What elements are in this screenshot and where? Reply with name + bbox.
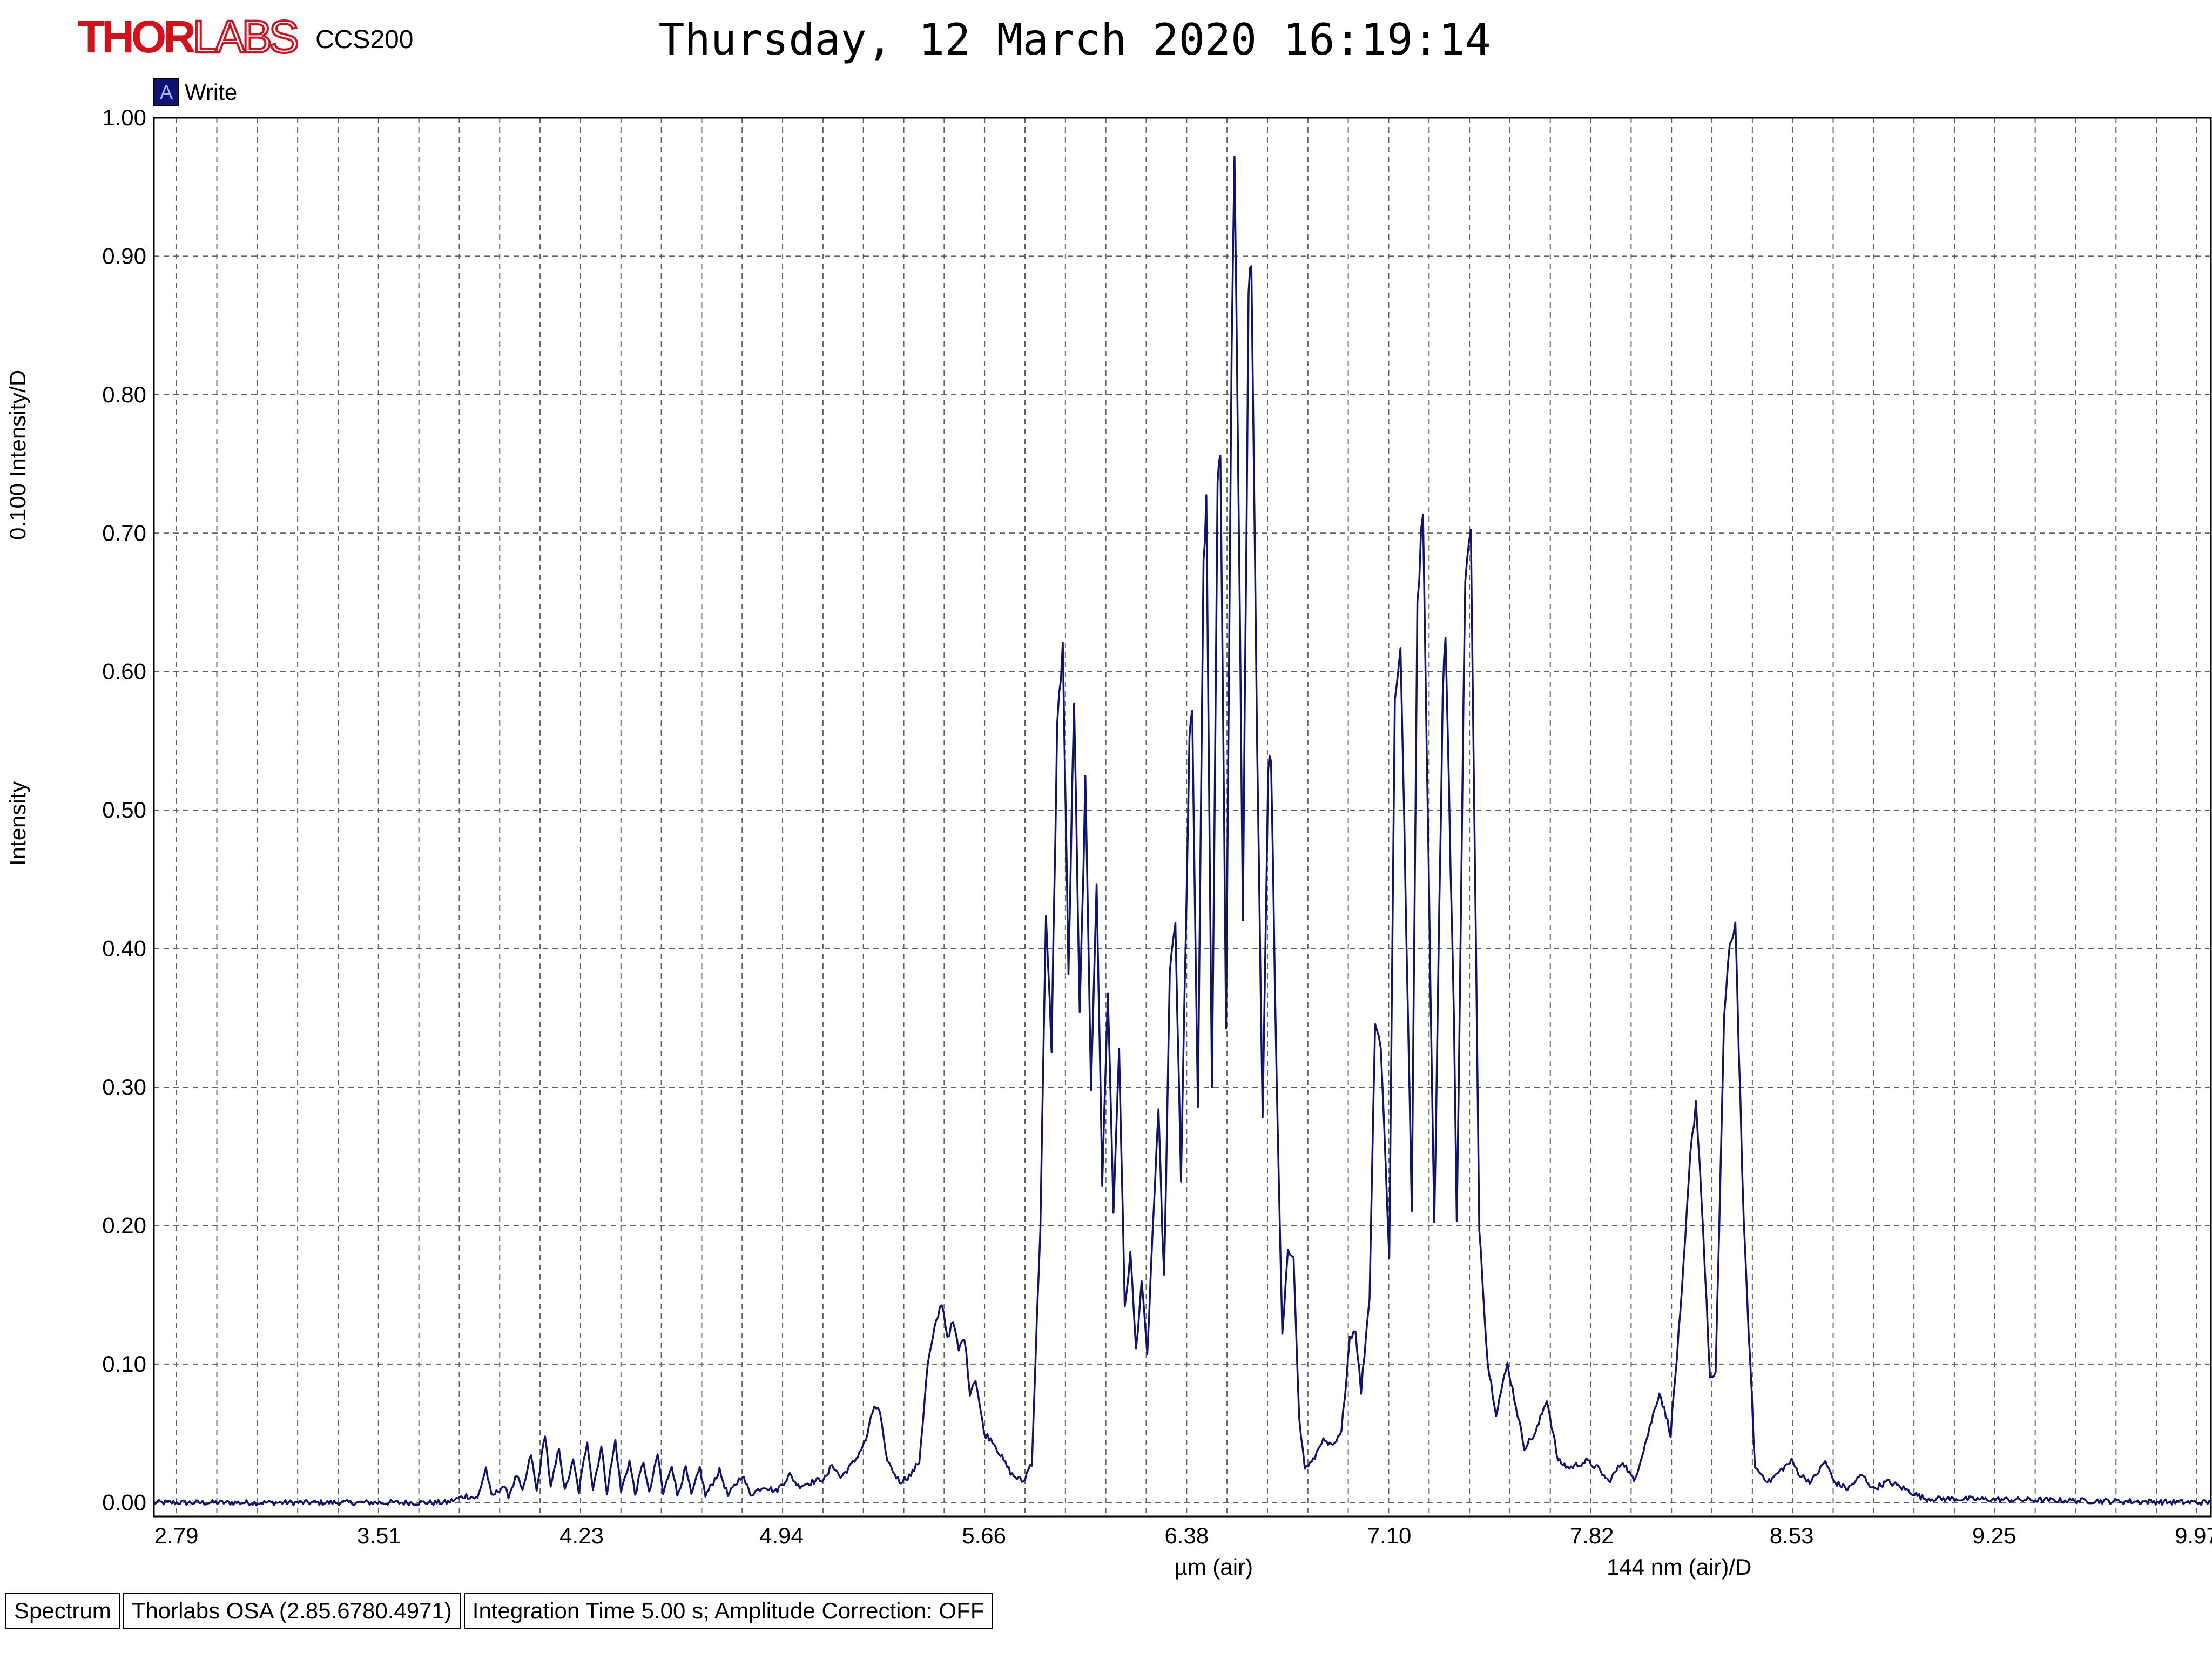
y-tick-label: 0.50 bbox=[102, 797, 146, 822]
y-tick-label: 0.90 bbox=[102, 243, 146, 268]
x-tick-label: 4.94 bbox=[759, 1523, 804, 1548]
y-tick-label: 0.00 bbox=[102, 1489, 146, 1515]
spectrum-chart[interactable]: 0.00 0.10 0.20 0.30 0.40 0.50 0.60 0.70 0.80 0.90… bbox=[0, 0, 2212, 1599]
y-tick-labels: 0.00 0.10 0.20 0.30 0.40 0.50 0.60 0.70 0.80 0.90… bbox=[102, 105, 146, 1515]
y-tick-label: 0.40 bbox=[102, 936, 146, 961]
chart-title: Thursday, 12 March 2020 16:19:14 bbox=[658, 15, 1491, 65]
status-bar: Spectrum Thorlabs OSA (2.85.6780.4971) I… bbox=[5, 1593, 996, 1629]
x-tick-label: 9.97 bbox=[2175, 1523, 2212, 1548]
chart-grid bbox=[154, 117, 2211, 1516]
spectrum-line bbox=[153, 156, 2212, 1507]
x-tick-label: 2.79 bbox=[154, 1523, 199, 1548]
y-tick-label: 0.70 bbox=[102, 520, 146, 545]
y-tick-label: 0.30 bbox=[102, 1074, 146, 1100]
status-mode: Spectrum bbox=[5, 1593, 120, 1629]
x-tick-label: 7.82 bbox=[1570, 1523, 1614, 1548]
y-tick-label: 0.20 bbox=[102, 1212, 146, 1238]
y-tick-label: 0.10 bbox=[102, 1351, 146, 1377]
x-tick-label: 4.23 bbox=[559, 1523, 604, 1548]
y-tick-label: 0.60 bbox=[102, 659, 146, 684]
status-settings: Integration Time 5.00 s; Amplitude Corre… bbox=[463, 1593, 993, 1629]
x-tick-label: 5.66 bbox=[962, 1523, 1006, 1548]
x-tick-label: 7.10 bbox=[1367, 1523, 1412, 1548]
y-tick-label: 1.00 bbox=[102, 105, 146, 130]
x-tick-label: 6.38 bbox=[1164, 1523, 1209, 1548]
x-scale-label: 144 nm (air)/D bbox=[1607, 1554, 1751, 1580]
x-tick-label: 3.51 bbox=[357, 1523, 401, 1548]
thorlabs-logo: THORLABS bbox=[77, 11, 300, 62]
plot-frame bbox=[153, 117, 2212, 1518]
status-software: Thorlabs OSA (2.85.6780.4971) bbox=[123, 1593, 461, 1629]
x-axis-label: µm (air) bbox=[1175, 1554, 1253, 1580]
x-tick-label: 8.53 bbox=[1770, 1523, 1814, 1548]
legend-label: Write bbox=[185, 79, 238, 105]
x-tick-label: 9.25 bbox=[1972, 1523, 2017, 1548]
instrument-model: CCS200 bbox=[315, 25, 414, 54]
legend-swatch[interactable]: A bbox=[153, 78, 179, 106]
x-tick-labels: 2.79 3.51 4.23 4.94 5.66 6.38 7.10 7.82 8.53 9.25… bbox=[154, 1523, 2212, 1548]
y-tick-label: 0.80 bbox=[102, 382, 146, 407]
